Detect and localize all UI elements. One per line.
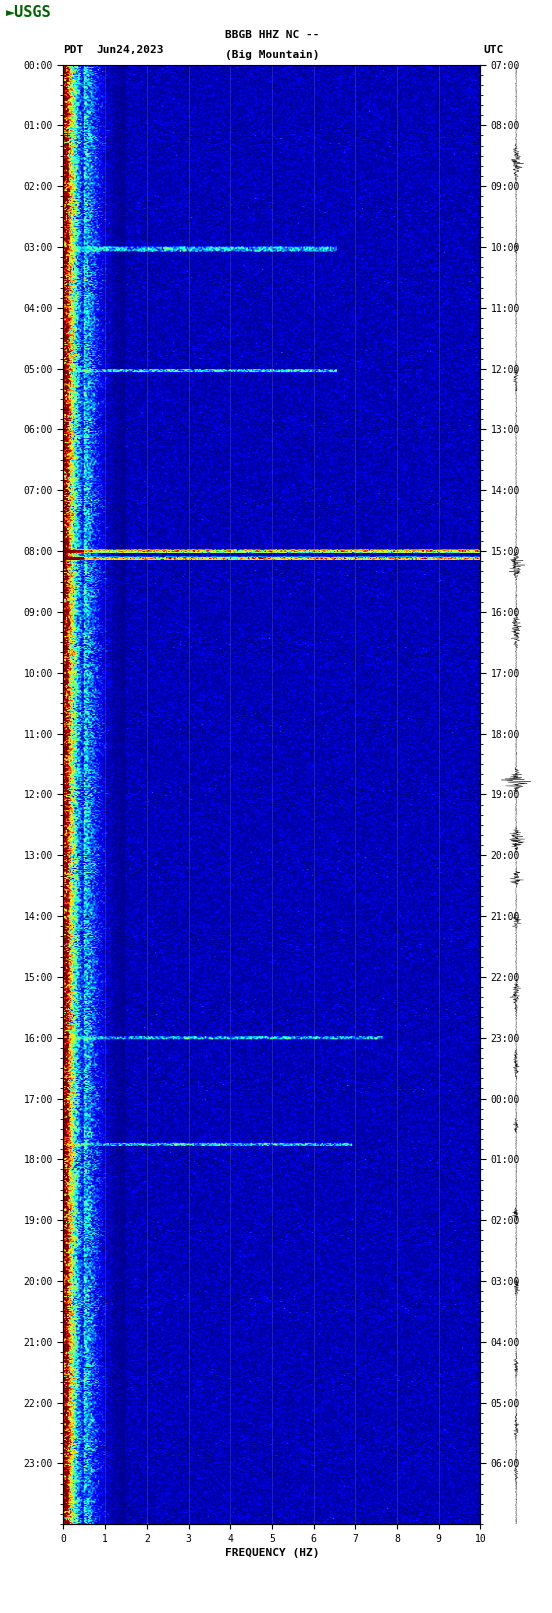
X-axis label: FREQUENCY (HZ): FREQUENCY (HZ) (225, 1548, 319, 1558)
Text: ►USGS: ►USGS (6, 5, 51, 19)
Text: (Big Mountain): (Big Mountain) (225, 50, 319, 60)
Text: BBGB HHZ NC --: BBGB HHZ NC -- (225, 31, 319, 40)
Text: PDT: PDT (63, 45, 84, 55)
Text: Jun24,2023: Jun24,2023 (97, 45, 164, 55)
Text: UTC: UTC (483, 45, 503, 55)
